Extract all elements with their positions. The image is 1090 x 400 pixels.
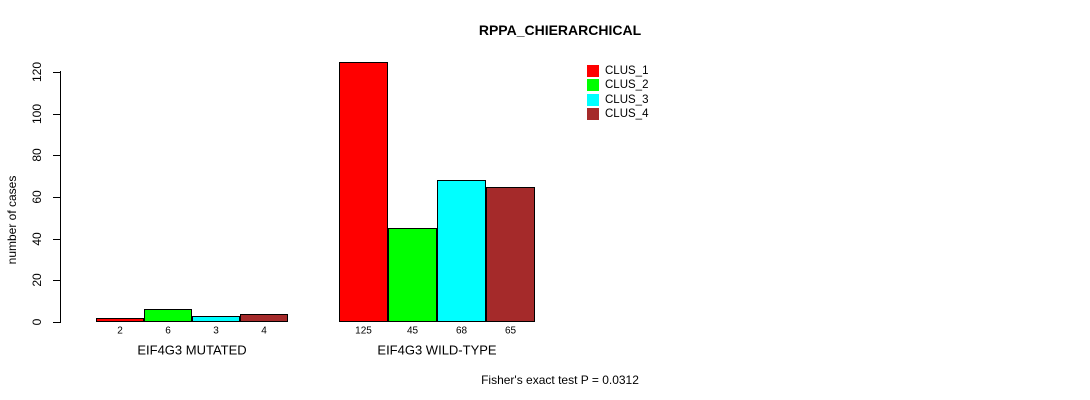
y-axis-tick-label: 100: [30, 103, 44, 124]
bar-clus_4: [240, 314, 288, 322]
legend-entry-clus_3: CLUS_3: [587, 93, 649, 106]
legend-label: CLUS_4: [605, 108, 649, 121]
bar-clus_4: [486, 187, 535, 322]
y-axis-tick: [53, 322, 60, 323]
y-axis-tick: [53, 72, 60, 73]
y-axis-tick: [53, 155, 60, 157]
y-axis-label: number of cases: [5, 175, 19, 265]
chart-title: RPPA_CHIERARCHICAL: [478, 22, 642, 38]
legend-swatch-icon: [587, 79, 599, 92]
y-axis-tick-label: 60: [30, 190, 44, 204]
y-axis-line: [60, 71, 61, 323]
bar-value-label: 68: [455, 325, 468, 337]
y-axis-tick-label: 20: [30, 273, 44, 288]
bar-value-label: 125: [355, 325, 372, 337]
bar-clus_3: [192, 316, 240, 322]
y-axis-tick: [53, 197, 60, 198]
y-axis-tick: [53, 280, 60, 282]
y-axis-tick-label: 0: [30, 318, 44, 326]
legend-label: CLUS_3: [605, 93, 649, 106]
y-axis-tick-label: 80: [30, 148, 44, 163]
legend-swatch-icon: [587, 108, 599, 121]
bar-value-label: 4: [261, 325, 267, 337]
y-axis-tick-label: 40: [30, 231, 44, 246]
bar-clus_1: [96, 318, 144, 322]
legend-label: CLUS_2: [605, 79, 649, 92]
legend-entry-clus_1: CLUS_1: [587, 65, 648, 77]
legend-entry-clus_2: CLUS_2: [587, 79, 649, 92]
bar-value-label: 6: [165, 325, 171, 337]
bar-value-label: 45: [406, 325, 419, 337]
y-axis-tick: [53, 238, 60, 240]
y-axis-tick-label: 120: [30, 61, 44, 83]
legend-label: CLUS_1: [605, 65, 649, 77]
bar-value-label: 65: [504, 325, 517, 337]
legend-swatch-icon: [587, 93, 599, 106]
bar-clus_2: [388, 228, 437, 322]
group-label: EIF4G3 MUTATED: [137, 342, 247, 358]
bar-clus_3: [437, 180, 486, 322]
group-label: EIF4G3 WILD-TYPE: [377, 342, 497, 358]
bar-clus_1: [339, 62, 388, 322]
bar-clus_2: [144, 309, 192, 322]
bar-value-label: 3: [213, 325, 219, 337]
legend-swatch-icon: [587, 65, 599, 77]
legend-entry-clus_4: CLUS_4: [587, 108, 649, 121]
bar-value-label: 2: [117, 325, 123, 337]
annotation-text: Fisher's exact test P = 0.0312: [481, 373, 639, 387]
legend: CLUS_1 CLUS_2 CLUS_3 CLUS_4: [587, 65, 648, 123]
y-axis-tick: [53, 113, 60, 115]
